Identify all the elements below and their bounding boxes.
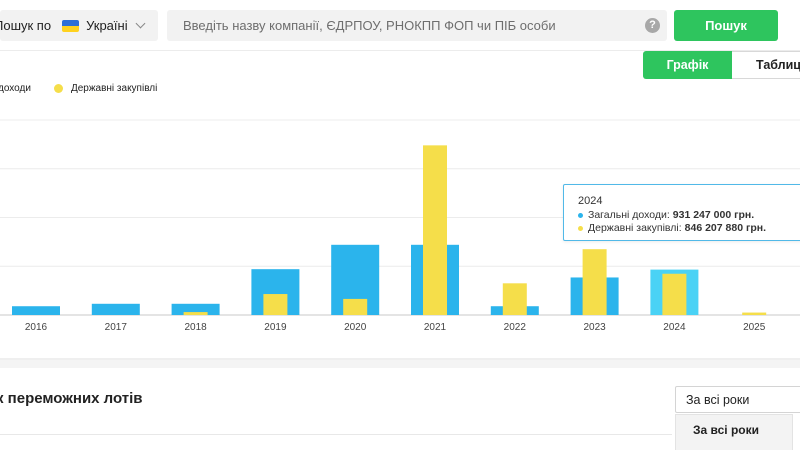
x-tick-label: 2025 [743, 322, 766, 333]
legend-procurement-dot [53, 84, 63, 93]
help-icon[interactable]: ? [645, 18, 660, 33]
legend-procurement[interactable]: Державні закупівлі [53, 83, 158, 94]
x-tick-label: 2022 [504, 322, 527, 333]
tooltip-procurement-value: 846 207 880 грн. [684, 222, 766, 234]
bar-procurement-2018 [183, 312, 208, 315]
lots-section: к переможних лотів За всі роки За всі ро… [0, 368, 800, 450]
chart-tooltip: 2024 Загальні доходи: 931 247 000 грн. Д… [563, 184, 800, 241]
bar-procurement-2023 [582, 249, 607, 315]
search-box: ? [167, 10, 667, 41]
tooltip-income-row: Загальні доходи: 931 247 000 грн. [578, 209, 788, 222]
top-bar: Пошук по Україні ? Пошук [0, 0, 800, 50]
bar-procurement-2025 [742, 312, 767, 315]
bar-procurement-2022 [502, 283, 527, 315]
ukraine-flag-icon [62, 19, 80, 32]
period-select[interactable]: За всі роки [675, 386, 800, 413]
tab-graph[interactable]: Графік [643, 51, 732, 79]
legend-income[interactable]: доходи [0, 83, 31, 94]
x-tick-label: 2021 [424, 322, 447, 333]
period-option-all[interactable]: За всі роки [693, 423, 759, 437]
search-scope-label: Пошук по [0, 18, 52, 33]
bar-chart: 2016 2017 2018 2019 2020 2021 2022 2023 2024 2025 [0, 119, 800, 360]
x-tick-label: 2017 [105, 322, 128, 333]
legend-income-label: доходи [0, 83, 31, 94]
tab-table[interactable]: Таблиц [732, 51, 800, 79]
bar-procurement-2024 [662, 273, 687, 315]
tooltip-year: 2024 [578, 195, 603, 207]
legend-procurement-label: Державні закупівлі [70, 83, 158, 94]
x-tick-label: 2019 [264, 322, 287, 333]
tooltip-procurement-row: Державні закупівлі: 846 207 880 грн. [578, 222, 788, 235]
bar-procurement-2020 [343, 298, 368, 315]
bar-income-2017 [91, 303, 140, 315]
x-tick-label: 2018 [184, 322, 207, 333]
bar-procurement-2019 [263, 294, 288, 315]
tooltip-income-dot [578, 213, 583, 218]
tooltip-procurement-dot [578, 226, 583, 231]
tooltip-income-value: 931 247 000 грн. [672, 209, 755, 221]
tooltip-procurement-label: Державні закупівлі: [588, 222, 682, 234]
period-dropdown-menu: За всі роки [675, 414, 793, 450]
x-tick-label: 2024 [663, 322, 686, 333]
bar-income-2016 [12, 306, 60, 315]
x-tick-label: 2023 [583, 322, 606, 333]
section-separator [0, 358, 800, 360]
chart-legend: доходи Державні закупівлі [0, 83, 157, 94]
x-tick-label: 2016 [25, 322, 48, 333]
search-scope-value: Україні [86, 18, 128, 33]
divider [0, 434, 672, 435]
lots-title: к переможних лотів [0, 390, 143, 407]
search-input[interactable] [167, 10, 627, 41]
view-toggle: Графік Таблиц [643, 51, 800, 79]
search-scope-select[interactable]: Пошук по Україні [0, 10, 158, 41]
bar-income-2018 [171, 303, 220, 315]
tooltip-income-label: Загальні доходи: [588, 209, 670, 221]
search-button[interactable]: Пошук [674, 10, 778, 41]
bar-procurement-2021 [423, 145, 447, 315]
x-tick-label: 2020 [344, 322, 367, 333]
